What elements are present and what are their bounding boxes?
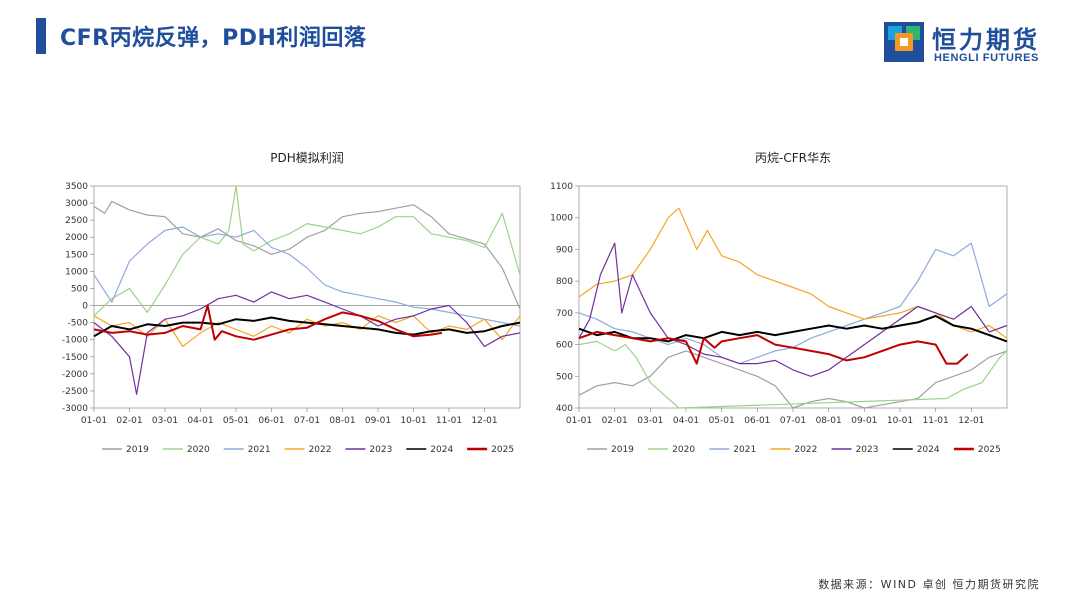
logo-block-white <box>900 38 908 46</box>
legend-label-2020: 2020 <box>672 445 695 455</box>
page-title: CFR丙烷反弹，PDH利润回落 <box>60 26 367 51</box>
x-tick-label: 10-01 <box>400 416 426 426</box>
series-line-2025 <box>578 330 969 365</box>
x-tick-label: 02-01 <box>602 416 628 426</box>
y-tick-label: 700 <box>556 309 573 319</box>
x-tick-label: 12-01 <box>471 416 497 426</box>
series-line-2023 <box>93 291 521 395</box>
y-tick-label: 900 <box>556 245 573 255</box>
legend-label-2025: 2025 <box>978 445 1001 455</box>
y-tick-label: 1000 <box>550 214 573 224</box>
x-tick-label: 09-01 <box>851 416 877 426</box>
y-tick-label: -500 <box>68 319 89 329</box>
legend-label-2023: 2023 <box>856 445 879 455</box>
legend-label-2024: 2024 <box>430 445 453 455</box>
propane-cfr-chart: 丙烷-CFR华东 400 500 600 700 800 900 1000 1100 01-01 0… <box>550 151 1008 455</box>
y-tick-label: -2000 <box>62 370 88 380</box>
y-tick-label: -1500 <box>62 353 88 363</box>
y-tick-label: 800 <box>556 277 573 287</box>
x-tick-label: 05-01 <box>223 416 249 426</box>
chart-title: PDH模拟利润 <box>270 151 344 165</box>
x-tick-label: 01-01 <box>566 416 592 426</box>
y-tick-label: 1100 <box>550 182 573 192</box>
legend-label-2024: 2024 <box>917 445 940 455</box>
logo-mark-icon <box>884 22 924 62</box>
y-tick-label: -1000 <box>62 336 88 346</box>
x-tick-label: 06-01 <box>258 416 284 426</box>
y-tick-label: 1500 <box>65 250 88 260</box>
series-line-2023 <box>578 242 1008 377</box>
y-tick-label: 2500 <box>65 216 88 226</box>
x-tick-label: 02-01 <box>116 416 142 426</box>
series-line-2020 <box>578 340 1008 409</box>
series-line-2019 <box>578 350 1008 409</box>
x-tick-label: 03-01 <box>637 416 663 426</box>
legend-label-2019: 2019 <box>126 445 149 455</box>
series-line-2019 <box>93 200 521 310</box>
data-source-note: 数据来源：WIND 卓创 恒力期货研究院 <box>818 578 1040 591</box>
series-line-2021 <box>578 242 1008 365</box>
logo-name-en: HENGLI FUTURES <box>934 52 1039 64</box>
x-tick-label: 12-01 <box>958 416 984 426</box>
logo-name-cn: 恒力期货 <box>932 26 1040 54</box>
series-line-2024 <box>93 316 521 338</box>
y-tick-label: 2000 <box>65 233 88 243</box>
pdh-profit-chart: PDH模拟利润 -3000 -2500 -2000 -1500 -1000 -500 0 500… <box>62 151 521 455</box>
x-tick-label: 07-01 <box>780 416 806 426</box>
legend-label-2023: 2023 <box>369 445 392 455</box>
y-tick-label: 1000 <box>65 267 88 277</box>
series-line-2020 <box>93 185 521 317</box>
x-tick-label: 04-01 <box>673 416 699 426</box>
series-line-2021 <box>93 226 521 327</box>
x-tick-label: 09-01 <box>365 416 391 426</box>
legend-label-2021: 2021 <box>733 445 756 455</box>
y-tick-label: -3000 <box>62 404 88 414</box>
x-tick-label: 04-01 <box>187 416 213 426</box>
x-tick-label: 06-01 <box>744 416 770 426</box>
x-tick-label: 03-01 <box>152 416 178 426</box>
x-tick-label: 11-01 <box>436 416 462 426</box>
legend-label-2020: 2020 <box>187 445 210 455</box>
legend-label-2022: 2022 <box>794 445 817 455</box>
x-tick-label: 01-01 <box>81 416 107 426</box>
y-tick-label: 3500 <box>65 182 88 192</box>
y-tick-label: 600 <box>556 341 573 351</box>
x-tick-label: 10-01 <box>887 416 913 426</box>
company-logo: 恒力期货 HENGLI FUTURES <box>884 22 1064 68</box>
x-tick-label: 11-01 <box>923 416 949 426</box>
series-line-2024 <box>578 315 1008 343</box>
legend-label-2022: 2022 <box>309 445 332 455</box>
y-tick-label: 3000 <box>65 199 88 209</box>
y-tick-label: -2500 <box>62 387 88 397</box>
y-tick-label: 500 <box>556 372 573 382</box>
title-accent-bar <box>36 18 46 54</box>
legend-label-2021: 2021 <box>248 445 271 455</box>
legend-label-2025: 2025 <box>491 445 514 455</box>
x-tick-label: 08-01 <box>816 416 842 426</box>
y-tick-label: 400 <box>556 404 573 414</box>
legend-label-2019: 2019 <box>611 445 634 455</box>
series-line-2025 <box>93 304 443 341</box>
chart-title: 丙烷-CFR华东 <box>755 151 831 165</box>
y-tick-label: 500 <box>71 284 88 294</box>
x-tick-label: 05-01 <box>709 416 735 426</box>
x-tick-label: 08-01 <box>329 416 355 426</box>
x-tick-label: 07-01 <box>294 416 320 426</box>
y-tick-label: 0 <box>82 302 88 312</box>
